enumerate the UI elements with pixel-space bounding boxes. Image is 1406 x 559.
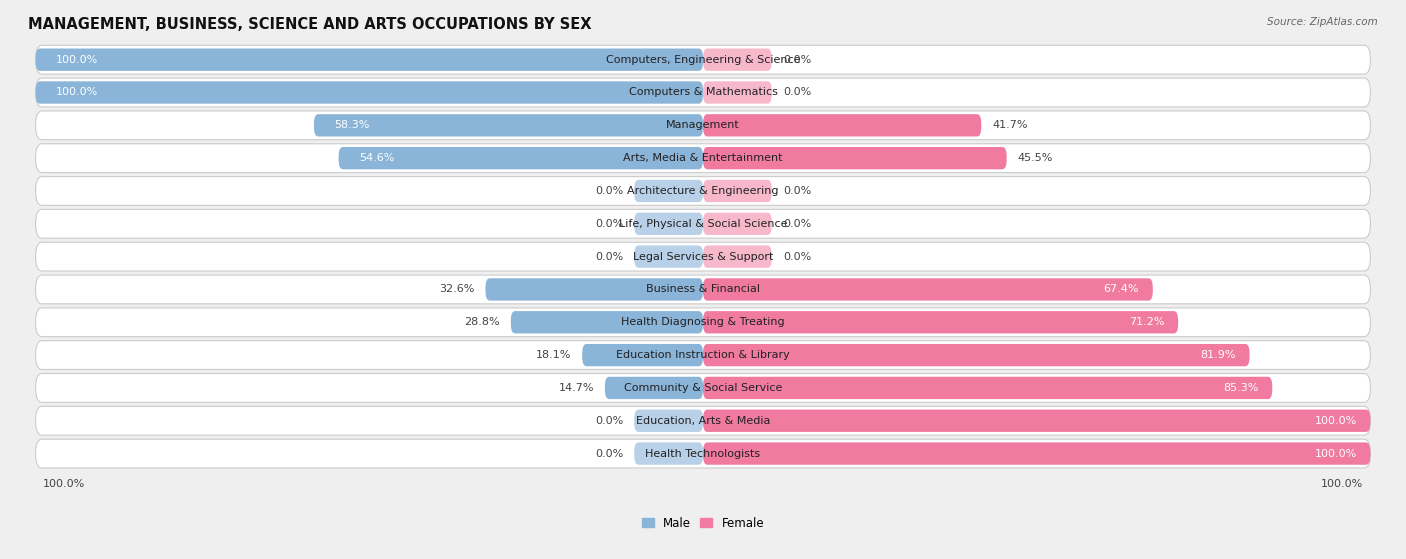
- Text: Education Instruction & Library: Education Instruction & Library: [616, 350, 790, 360]
- Text: 100.0%: 100.0%: [42, 479, 84, 489]
- Text: Arts, Media & Entertainment: Arts, Media & Entertainment: [623, 153, 783, 163]
- Text: Health Diagnosing & Treating: Health Diagnosing & Treating: [621, 318, 785, 327]
- Text: 18.1%: 18.1%: [536, 350, 571, 360]
- FancyBboxPatch shape: [35, 373, 1371, 402]
- FancyBboxPatch shape: [703, 344, 1250, 366]
- FancyBboxPatch shape: [35, 177, 1371, 205]
- Text: Management: Management: [666, 120, 740, 130]
- FancyBboxPatch shape: [605, 377, 703, 399]
- FancyBboxPatch shape: [703, 245, 772, 268]
- Text: 67.4%: 67.4%: [1104, 285, 1139, 295]
- FancyBboxPatch shape: [703, 49, 772, 71]
- Text: 0.0%: 0.0%: [595, 186, 623, 196]
- Text: 58.3%: 58.3%: [335, 120, 370, 130]
- Text: 0.0%: 0.0%: [783, 55, 811, 65]
- Text: 85.3%: 85.3%: [1223, 383, 1258, 393]
- FancyBboxPatch shape: [703, 377, 1272, 399]
- Text: Community & Social Service: Community & Social Service: [624, 383, 782, 393]
- FancyBboxPatch shape: [582, 344, 703, 366]
- Text: 28.8%: 28.8%: [464, 318, 499, 327]
- Text: Computers, Engineering & Science: Computers, Engineering & Science: [606, 55, 800, 65]
- FancyBboxPatch shape: [35, 82, 703, 103]
- FancyBboxPatch shape: [703, 114, 981, 136]
- Text: Legal Services & Support: Legal Services & Support: [633, 252, 773, 262]
- FancyBboxPatch shape: [703, 442, 1371, 465]
- Text: 0.0%: 0.0%: [783, 252, 811, 262]
- FancyBboxPatch shape: [35, 45, 1371, 74]
- Text: Health Technologists: Health Technologists: [645, 448, 761, 458]
- FancyBboxPatch shape: [35, 242, 1371, 271]
- Text: 32.6%: 32.6%: [439, 285, 474, 295]
- FancyBboxPatch shape: [35, 275, 1371, 304]
- FancyBboxPatch shape: [703, 82, 772, 103]
- Text: MANAGEMENT, BUSINESS, SCIENCE AND ARTS OCCUPATIONS BY SEX: MANAGEMENT, BUSINESS, SCIENCE AND ARTS O…: [28, 17, 592, 32]
- Text: 45.5%: 45.5%: [1018, 153, 1053, 163]
- Text: 54.6%: 54.6%: [360, 153, 395, 163]
- FancyBboxPatch shape: [339, 147, 703, 169]
- Legend: Male, Female: Male, Female: [641, 517, 765, 529]
- FancyBboxPatch shape: [703, 212, 772, 235]
- Text: 100.0%: 100.0%: [1315, 416, 1357, 426]
- FancyBboxPatch shape: [510, 311, 703, 333]
- Text: Architecture & Engineering: Architecture & Engineering: [627, 186, 779, 196]
- FancyBboxPatch shape: [634, 180, 703, 202]
- Text: Business & Financial: Business & Financial: [645, 285, 761, 295]
- FancyBboxPatch shape: [703, 147, 1007, 169]
- Text: Education, Arts & Media: Education, Arts & Media: [636, 416, 770, 426]
- Text: Source: ZipAtlas.com: Source: ZipAtlas.com: [1267, 17, 1378, 27]
- Text: 0.0%: 0.0%: [783, 186, 811, 196]
- Text: 0.0%: 0.0%: [595, 252, 623, 262]
- Text: 0.0%: 0.0%: [783, 219, 811, 229]
- FancyBboxPatch shape: [703, 278, 1153, 301]
- FancyBboxPatch shape: [35, 111, 1371, 140]
- FancyBboxPatch shape: [35, 406, 1371, 435]
- FancyBboxPatch shape: [35, 78, 1371, 107]
- FancyBboxPatch shape: [314, 114, 703, 136]
- Text: 71.2%: 71.2%: [1129, 318, 1164, 327]
- Text: 100.0%: 100.0%: [56, 88, 98, 97]
- Text: 0.0%: 0.0%: [783, 88, 811, 97]
- Text: 100.0%: 100.0%: [1322, 479, 1364, 489]
- FancyBboxPatch shape: [485, 278, 703, 301]
- FancyBboxPatch shape: [35, 308, 1371, 337]
- FancyBboxPatch shape: [703, 180, 772, 202]
- Text: 41.7%: 41.7%: [993, 120, 1028, 130]
- FancyBboxPatch shape: [634, 245, 703, 268]
- Text: 100.0%: 100.0%: [1315, 448, 1357, 458]
- Text: 0.0%: 0.0%: [595, 416, 623, 426]
- FancyBboxPatch shape: [35, 210, 1371, 238]
- Text: 14.7%: 14.7%: [558, 383, 593, 393]
- FancyBboxPatch shape: [703, 410, 1371, 432]
- Text: 0.0%: 0.0%: [595, 448, 623, 458]
- FancyBboxPatch shape: [634, 442, 703, 465]
- FancyBboxPatch shape: [35, 341, 1371, 369]
- Text: 81.9%: 81.9%: [1201, 350, 1236, 360]
- FancyBboxPatch shape: [634, 410, 703, 432]
- FancyBboxPatch shape: [634, 212, 703, 235]
- FancyBboxPatch shape: [35, 144, 1371, 173]
- Text: Computers & Mathematics: Computers & Mathematics: [628, 88, 778, 97]
- FancyBboxPatch shape: [35, 49, 703, 71]
- Text: 0.0%: 0.0%: [595, 219, 623, 229]
- FancyBboxPatch shape: [703, 311, 1178, 333]
- Text: Life, Physical & Social Science: Life, Physical & Social Science: [619, 219, 787, 229]
- Text: 100.0%: 100.0%: [56, 55, 98, 65]
- FancyBboxPatch shape: [35, 439, 1371, 468]
